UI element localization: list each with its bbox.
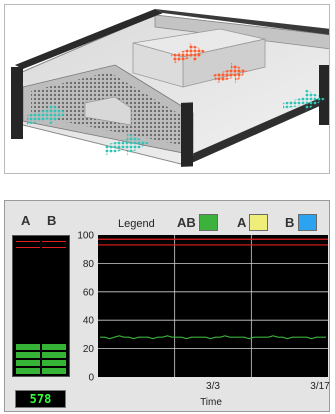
x-tick-label: 3/3 [206,381,220,392]
meter-fill-b [42,337,66,376]
meter-segment [16,368,40,374]
meter-column-b [42,236,66,376]
airflow-monitor-panel: A B 578 Legend AB A B 0 20 40 60 80 100 3/3 3/… [4,200,330,412]
meter-column-a [16,236,40,376]
meter-segment [16,344,40,350]
legend-label-ab: AB [177,215,196,230]
legend-label-a: A [237,215,247,230]
meter-segment [42,360,66,366]
y-tick-label: 60 [83,287,95,298]
plot-area [98,235,328,377]
level-readout: 578 [15,390,66,408]
threshold-lines [98,238,328,246]
meter-label-b: B [47,213,57,228]
exhaust-arrow-icon [171,43,205,63]
exhaust-arrow-icon [213,63,247,83]
legend-title: Legend [118,218,155,230]
meter-segment [42,352,66,358]
grid-lines [98,235,328,377]
legend-swatch-b [298,214,317,231]
legend-swatch-ab [199,214,218,231]
meter-segment [42,344,66,350]
server-airflow-illustration [4,4,330,174]
x-axis-ticks: 3/3 3/17 [206,381,330,392]
legend-label-b: B [285,215,295,230]
legend-swatch-a [249,214,268,231]
server-chassis-drawing [11,9,329,167]
y-tick-label: 0 [88,373,94,384]
y-tick-label: 20 [83,344,95,355]
y-tick-label: 100 [77,231,94,242]
meter-fill-a [16,337,40,376]
meter-segment [42,368,66,374]
meter-segment [16,360,40,366]
meter-label-a: A [21,213,31,228]
series-line-ab [100,335,326,340]
y-tick-label: 40 [83,316,95,327]
airflow-line-chart: 0 20 40 60 80 100 3/3 3/17 Time [77,231,330,409]
rack-ear-right [181,102,193,167]
intake-arrow-icon [105,133,149,155]
intake-arrow-icon [283,89,325,111]
x-tick-label: 3/17 [310,381,330,392]
x-axis-label: Time [200,397,222,408]
y-tick-label: 80 [83,259,95,270]
meter-segment [16,352,40,358]
intake-arrow-icon [27,103,67,125]
y-axis-ticks: 0 20 40 60 80 100 [77,231,94,384]
series-layer [100,335,326,340]
level-meter [12,235,70,377]
rack-ear-left [11,67,23,139]
